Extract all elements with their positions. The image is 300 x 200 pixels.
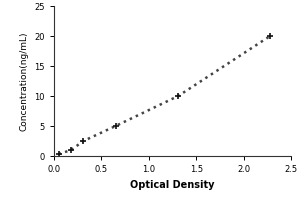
Y-axis label: Concentration(ng/mL): Concentration(ng/mL) — [20, 31, 29, 131]
X-axis label: Optical Density: Optical Density — [130, 180, 215, 190]
